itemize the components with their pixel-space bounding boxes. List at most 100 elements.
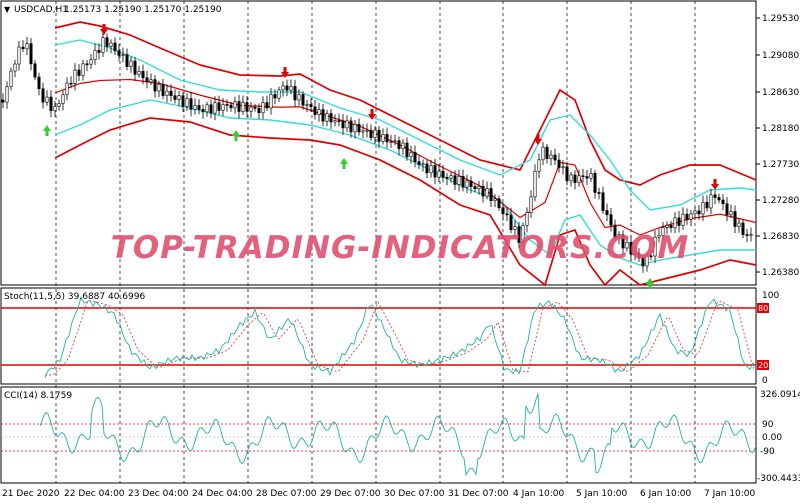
candle-body [397,140,401,149]
candlestick-series [1,31,753,273]
candle-body [129,60,133,67]
cci-scale-max: 326.0914 [760,390,800,400]
buy-arrow-icon [43,125,51,136]
candle-body [665,224,669,228]
candle-body [741,222,745,235]
candle-body [585,176,589,179]
candle-body [157,84,161,92]
candle-body [237,101,241,112]
candle-body [685,213,689,220]
candle-body [109,42,113,47]
candle-body [289,86,293,91]
candle-body [321,109,325,122]
candle-body [649,255,653,258]
stoch-level-20-label: 20 [758,361,768,370]
candle-body [305,104,309,106]
candle-body [273,94,277,99]
candle-body [617,234,621,239]
candle-body [81,63,85,76]
candle-body [633,253,637,255]
candle-body [541,146,545,161]
candle-body [697,210,701,215]
candle-body [593,173,597,193]
candle-body [645,255,649,267]
candle-body [413,152,417,163]
candle-body [509,214,513,231]
stoch-header: Stoch(11,5,5) 39.6887 40.6996 [4,292,145,302]
candle-body [313,106,317,115]
candle-body [749,234,753,236]
candle-body [477,185,481,190]
time-axis: 21 Dec 2020 22 Dec 04:00 23 Dec 04:00 24… [2,489,756,499]
candle-body [721,199,725,205]
time-label: 29 Dec 07:00 [320,489,381,499]
ohlc-values: 1.25173 1.25190 1.25170 1.25190 [64,5,222,15]
candle-body [29,43,33,65]
symbol-menu-arrow[interactable]: ▼ [4,5,11,14]
cci-scale-min: -300.4433 [757,474,800,484]
candle-body [401,142,405,149]
time-label: 31 Dec 07:00 [448,489,509,499]
candle-body [369,129,373,138]
candle-body [25,43,29,50]
candle-body [13,63,17,72]
candle-body [653,236,657,257]
candle-body [437,170,441,178]
candle-body [357,123,361,133]
candle-body [293,86,297,101]
buy-arrow-icon [646,278,654,289]
candle-body [77,69,81,76]
time-label: 23 Dec 04:00 [128,489,189,499]
price-axis: 1.29530 1.29080 1.28630 1.28180 1.27730 … [762,14,799,278]
candle-body [441,170,445,178]
sell-arrow-icon [534,134,542,145]
candle-body [285,85,289,91]
candle-body [177,95,181,100]
candle-body [377,129,381,142]
symbol-timeframe: USDCAD,H1 [14,5,68,15]
candle-body [661,227,665,236]
candle-body [165,90,169,96]
candle-body [277,89,281,99]
candle-body [385,134,389,143]
candle-body [673,217,677,229]
candle-body [625,242,629,249]
candle-body [269,94,273,109]
cci-scale-90: 90 [762,420,774,430]
candle-body [461,176,465,188]
candle-body [341,120,345,129]
candle-body [581,175,585,178]
cci-header: CCI(14) 8.1759 [4,391,72,401]
cci-scale-0: 0.00 [762,433,782,443]
candle-body [473,186,477,190]
candle-body [261,102,265,114]
price-axis-ticks [756,17,760,273]
candle-body [329,113,333,123]
candle-body [605,210,609,215]
time-label: 4 Jan 10:00 [513,489,565,499]
candle-body [85,63,89,66]
stoch-main-line [44,296,757,378]
candle-body [557,159,561,168]
candle-body [621,234,625,249]
cci-scale-minus90: -90 [760,447,775,457]
candle-body [37,76,41,90]
main-price-panel[interactable] [0,0,757,286]
candle-body [453,175,457,185]
candle-body [57,103,61,107]
candle-body [445,177,449,179]
candle-body [505,213,509,216]
candle-body [201,109,205,113]
stoch-signal-path [45,300,757,376]
time-label: 24 Dec 04:00 [192,489,253,499]
stochastic-panel[interactable] [0,287,757,385]
candle-body [421,163,425,166]
candle-body [577,175,581,183]
candle-body [681,213,685,226]
candle-body [529,196,533,213]
candle-body [121,54,125,56]
candle-body [705,201,709,209]
candle-body [429,165,433,174]
inner-band-upper-line [54,39,757,211]
